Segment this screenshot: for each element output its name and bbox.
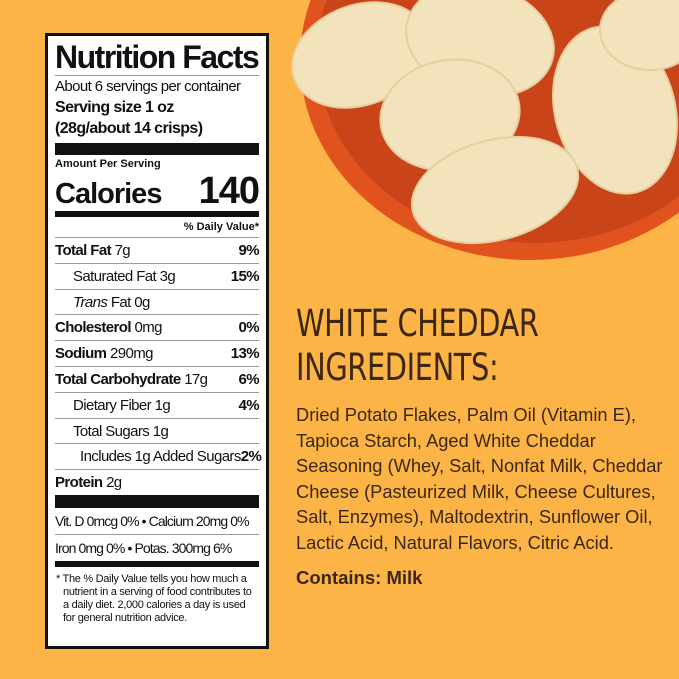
nutrient-row: Total Fat 7g 9% <box>55 237 260 263</box>
divider <box>55 211 259 217</box>
nutrient-label: Sodium <box>55 345 107 363</box>
nutrient-amount: 0mg <box>134 319 163 337</box>
nutrient-daily-value: 15% <box>230 267 260 285</box>
nutrient-daily-value: 0% <box>238 319 260 337</box>
nutrition-title: Nutrition Facts <box>55 39 260 76</box>
nutrient-name: Cholesterol 0mg <box>55 315 162 340</box>
nutrient-daily-value: 9% <box>238 242 260 259</box>
nutrient-amount: Fat 0g <box>110 293 151 311</box>
calories-label: Calories <box>55 178 162 210</box>
nutrient-row: Total Sugars 1g <box>55 417 259 444</box>
divider <box>55 143 259 155</box>
nutrient-row: Protein 2g <box>55 469 259 495</box>
ingredients-text: Dried Potato Flakes, Palm Oil (Vitamin E… <box>296 404 663 553</box>
nutrient-amount: 1g <box>154 396 171 414</box>
nutrient-name: Dietary Fiber 1g <box>55 393 171 418</box>
divider <box>55 560 259 567</box>
nutrition-facts-label: Nutrition Facts About 6 servings per con… <box>45 33 269 649</box>
nutrient-label: Saturated Fat <box>73 267 157 285</box>
nutrient-label: Total Sugars <box>73 422 150 440</box>
nutrient-label: Total Fat <box>55 242 112 259</box>
nutrient-name: Sodium 290mg <box>55 341 153 366</box>
nutrient-row: Total Carbohydrate 17g 6% <box>55 365 260 392</box>
nutrient-name: Protein 2g <box>55 470 122 495</box>
nutrient-row: Trans Fat 0g <box>55 288 259 315</box>
crisps-bowl-image <box>291 0 679 260</box>
serving-size-detail: (28g/about 14 crisps) <box>55 120 203 137</box>
divider <box>55 494 259 508</box>
nutrient-name: Total Carbohydrate 17g <box>55 367 208 392</box>
nutrient-label: Includes 1g Added Sugars <box>80 448 241 466</box>
minerals-row: Iron 0mg 0% • Potas. 300mg 6% <box>55 533 259 561</box>
nutrient-amount: 2g <box>106 474 122 492</box>
nutrient-label: Trans <box>73 293 108 311</box>
nutrient-label: Protein <box>55 474 103 492</box>
nutrient-daily-value: 6% <box>238 370 260 388</box>
allergen-statement: Contains: Milk <box>296 567 423 588</box>
nutrient-row: Cholesterol 0mg 0% <box>55 314 260 340</box>
nutrient-row: Dietary Fiber 1g 4% <box>55 391 260 418</box>
ingredients-panel: WHITE CHEDDAR INGREDIENTS: Dried Potato … <box>296 302 679 589</box>
serving-size: Serving size 1 oz <box>55 99 174 116</box>
nutrient-row: Saturated Fat 3g 15% <box>55 262 260 289</box>
nutrient-amount: 17g <box>184 370 208 388</box>
ingredients-title: INGREDIENTS: <box>296 346 499 389</box>
nutrient-daily-value: 2% <box>240 448 262 466</box>
calories-value: 140 <box>198 170 260 212</box>
nutrient-row: Includes 1g Added Sugars 2% <box>55 443 262 469</box>
nutrient-name: Includes 1g Added Sugars <box>55 444 241 469</box>
vitamins-row: Vit. D 0mcg 0% • Calcium 20mg 0% <box>55 512 250 529</box>
ingredients-title-flavor: WHITE CHEDDAR <box>296 302 539 345</box>
amount-per-serving: Amount Per Serving <box>55 158 161 170</box>
servings-per-container: About 6 servings per container <box>55 78 241 95</box>
nutrient-amount: 1g <box>152 422 169 440</box>
footnote: * The % Daily Value tells you how much a… <box>56 572 252 624</box>
nutrient-amount: 7g <box>114 242 131 259</box>
nutrient-label: Dietary Fiber <box>73 396 152 414</box>
nutrient-name: Saturated Fat 3g <box>55 264 176 289</box>
calories-row: Calories 140 <box>55 170 260 212</box>
nutrient-daily-value: 4% <box>238 396 260 414</box>
nutrient-name: Trans Fat 0g <box>55 290 150 315</box>
nutrient-label: Cholesterol <box>55 319 132 337</box>
nutrient-row: Sodium 290mg 13% <box>55 340 260 366</box>
nutrient-amount: 290mg <box>109 345 153 363</box>
nutrient-daily-value: 13% <box>230 345 260 363</box>
nutrient-amount: 3g <box>159 267 176 285</box>
nutrient-name: Total Sugars 1g <box>55 419 169 444</box>
nutrient-label: Total Carbohydrate <box>55 370 181 388</box>
nutrient-name: Total Fat 7g <box>55 238 131 263</box>
daily-value-header: % Daily Value* <box>183 221 259 233</box>
